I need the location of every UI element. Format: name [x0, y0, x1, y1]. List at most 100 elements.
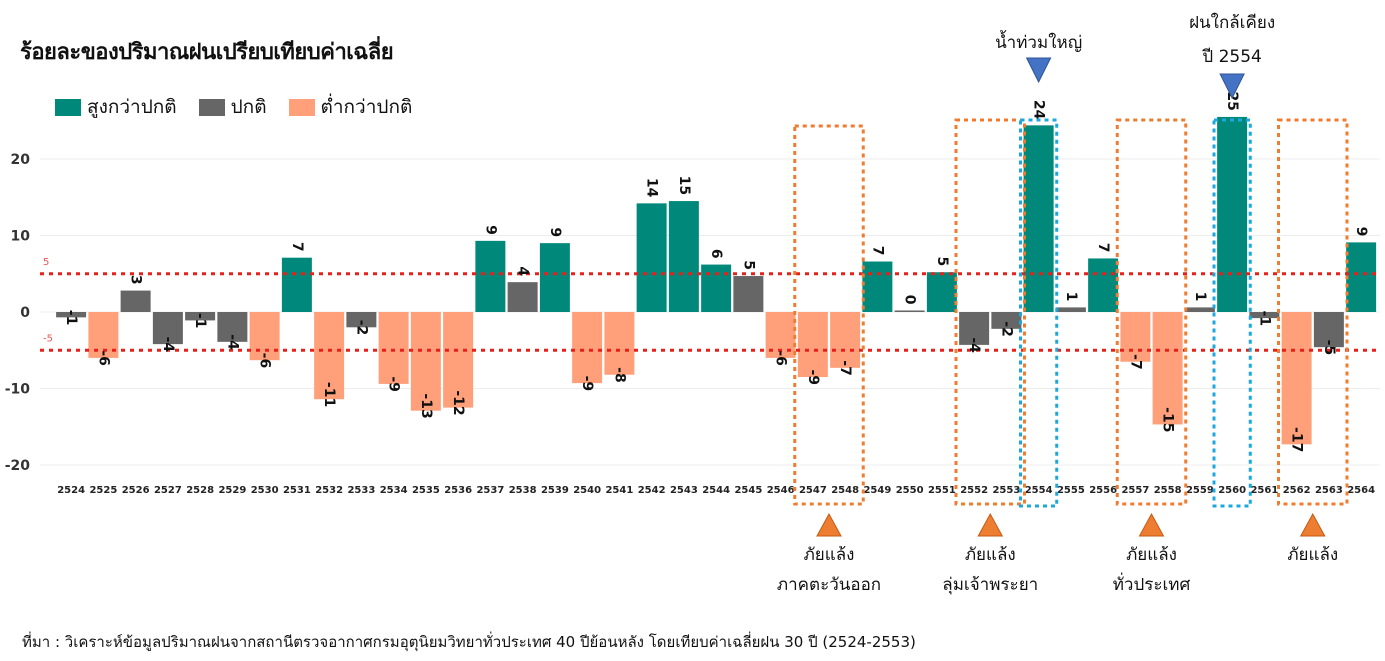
bar-2547 [797, 312, 828, 378]
chart-title: ร้อยละของปริมาณฝนเปรียบเทียบค่าเฉลี่ย [20, 40, 394, 65]
data-label: 7 [869, 246, 885, 256]
data-label: 7 [1095, 243, 1111, 253]
annotation-text: ทั่วประเทศ [1113, 572, 1191, 595]
data-label: 0 [902, 295, 918, 305]
y-tick-label: -10 [5, 382, 31, 398]
threshold-label: -5 [43, 333, 53, 344]
data-label: 15 [676, 176, 692, 195]
data-label: -6 [95, 350, 111, 366]
data-label: -11 [321, 382, 337, 407]
x-tick-label: 2533 [347, 485, 375, 496]
threshold-label: 5 [43, 257, 49, 268]
data-label: 6 [708, 249, 724, 259]
bar-2528 [185, 312, 216, 321]
data-label: -9 [579, 376, 595, 392]
data-label: 1 [1063, 292, 1079, 302]
bar-2564 [1346, 242, 1377, 312]
flood-marker-icon [1219, 73, 1245, 100]
legend-label-normal: ปกติ [230, 96, 267, 118]
data-label: 5 [934, 256, 950, 266]
legend-swatch-above [55, 98, 81, 116]
bar-2555 [1055, 307, 1086, 312]
legend-swatch-normal [198, 98, 225, 116]
bar-2554 [1023, 125, 1054, 312]
y-tick-label: 10 [11, 229, 31, 245]
data-label: -5 [1321, 340, 1337, 356]
data-label: -13 [418, 393, 434, 418]
annotation-text: ลุ่มเจ้าพระยา [942, 575, 1038, 595]
annotation-text: ภาคตะวันออก [777, 575, 881, 595]
annotation-text: ภัยแล้ง [804, 545, 855, 565]
x-tick-label: 2531 [283, 485, 311, 496]
bar-2548 [830, 312, 861, 368]
data-label: -6 [773, 350, 789, 366]
data-label: -4 [160, 337, 176, 353]
data-label: -12 [450, 390, 466, 415]
x-tick-label: 2562 [1283, 485, 1311, 496]
x-tick-label: 2527 [154, 485, 182, 496]
legend-item-above: สูงกว่าปกติ [55, 92, 177, 122]
bar-2535 [410, 312, 441, 411]
x-tick-label: 2564 [1347, 485, 1375, 496]
legend-label-above: สูงกว่าปกติ [87, 96, 177, 118]
legend-swatch-below [288, 98, 315, 116]
x-tick-label: 2549 [863, 485, 891, 496]
data-label: 9 [482, 225, 498, 235]
x-tick-label: 2558 [1154, 485, 1182, 496]
x-tick-label: 2530 [251, 485, 279, 496]
x-tick-label: 2560 [1218, 485, 1246, 496]
bar-2530 [249, 312, 280, 361]
bar-2543 [668, 201, 699, 312]
bar-2539 [539, 243, 570, 312]
y-tick-label: 0 [20, 305, 30, 321]
y-tick-label: -20 [5, 458, 31, 474]
bar-2562 [1281, 312, 1312, 445]
bar-2532 [314, 312, 345, 400]
x-tick-label: 2559 [1186, 485, 1214, 496]
x-tick-label: 2561 [1250, 485, 1278, 496]
bar-2524 [56, 312, 87, 318]
data-label: 1 [1192, 292, 1208, 302]
x-tick-label: 2541 [605, 485, 633, 496]
bar-2557 [1120, 312, 1151, 362]
data-label: 9 [1353, 227, 1369, 237]
annotation-text: น้ำท่วมใหญ่ [995, 30, 1082, 53]
bar-2545 [733, 276, 764, 312]
x-tick-label: 2546 [767, 485, 795, 496]
data-label: -6 [257, 353, 273, 369]
source-note: ที่มา : วิเคราะห์ข้อมูลปริมาณฝนจากสถานีต… [22, 633, 916, 651]
data-label: 4 [515, 266, 531, 276]
bar-2540 [572, 312, 603, 384]
x-tick-label: 2528 [186, 485, 214, 496]
x-tick-label: 2547 [799, 485, 827, 496]
flood-marker-icon [1025, 57, 1052, 84]
bar-2544 [701, 264, 732, 312]
data-label: -4 [966, 337, 982, 353]
x-tick-label: 2550 [896, 485, 924, 496]
y-tick-label: 20 [11, 152, 31, 168]
legend: สูงกว่าปกติ ปกติ ต่ำกว่าปกติ [55, 92, 427, 122]
drought-marker-icon [1299, 512, 1326, 537]
x-tick-label: 2543 [670, 485, 698, 496]
x-tick-label: 2545 [734, 485, 762, 496]
data-label: -1 [1256, 311, 1272, 327]
data-label: 14 [644, 178, 660, 198]
x-tick-label: 2537 [476, 485, 504, 496]
data-label: 3 [128, 275, 144, 285]
drought-box [1115, 118, 1188, 506]
x-tick-label: 2540 [573, 485, 601, 496]
annotation-text: ภัยแล้ง [965, 545, 1016, 565]
x-tick-label: 2556 [1089, 485, 1117, 496]
x-tick-label: 2526 [122, 485, 150, 496]
data-label: -15 [1160, 407, 1176, 432]
data-label: -17 [1289, 427, 1305, 452]
data-label: 9 [547, 227, 563, 237]
data-label: -2 [353, 320, 369, 336]
bar-2558 [1152, 312, 1183, 425]
x-tick-label: 2555 [1057, 485, 1085, 496]
drought-box [954, 118, 1026, 506]
x-tick-label: 2542 [638, 485, 666, 496]
annotation-text: ปี 2554 [1202, 47, 1262, 67]
x-tick-label: 2536 [444, 485, 472, 496]
